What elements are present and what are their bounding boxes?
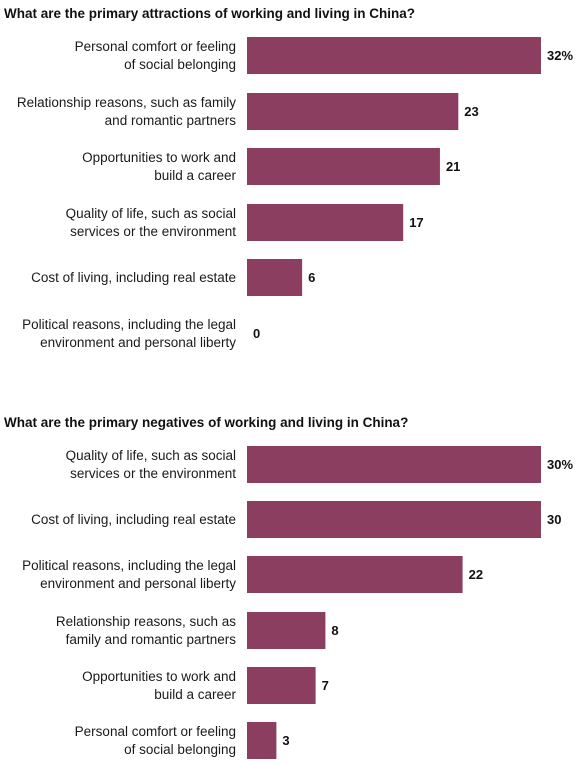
bar: [247, 446, 541, 483]
bar: [247, 612, 326, 649]
category-label: services or the environment: [70, 224, 236, 239]
data-label: 32%: [547, 48, 573, 63]
category-label: of social belonging: [124, 57, 236, 72]
category-label: Relationship reasons, such as: [56, 614, 236, 629]
category-label: environment and personal liberty: [40, 335, 236, 350]
bar: [247, 556, 463, 593]
category-label: build a career: [154, 168, 236, 183]
chart-title: What are the primary attractions of work…: [4, 6, 415, 21]
category-label: environment and personal liberty: [40, 576, 236, 591]
category-label: of social belonging: [124, 742, 236, 757]
bar: [247, 148, 440, 185]
category-label: family and romantic partners: [66, 632, 237, 647]
chart-1: What are the primary attractions of work…: [4, 6, 573, 350]
data-label: 3: [282, 733, 289, 748]
data-label: 6: [308, 270, 315, 285]
data-label: 22: [469, 567, 483, 582]
category-label: and romantic partners: [105, 113, 237, 128]
bar: [247, 722, 277, 759]
data-label: 0: [253, 326, 260, 341]
category-label: Opportunities to work and: [82, 150, 236, 165]
category-label: Political reasons, including the legal: [22, 317, 236, 332]
data-label: 7: [322, 678, 329, 693]
category-label: Relationship reasons, such as family: [17, 95, 236, 110]
bar: [247, 501, 541, 538]
data-label: 8: [331, 623, 338, 638]
bar: [247, 259, 303, 296]
bar: [247, 667, 316, 704]
bar: [247, 37, 541, 74]
category-label: Personal comfort or feeling: [75, 724, 236, 739]
category-label: build a career: [154, 687, 236, 702]
data-label: 30: [547, 512, 561, 527]
category-label: Political reasons, including the legal: [22, 558, 236, 573]
data-label: 17: [409, 215, 423, 230]
category-label: Cost of living, including real estate: [31, 270, 236, 285]
category-label: Personal comfort or feeling: [75, 39, 236, 54]
chart-2: What are the primary negatives of workin…: [4, 415, 573, 759]
category-label: Quality of life, such as social: [66, 448, 236, 463]
data-label: 30%: [547, 457, 573, 472]
category-label: services or the environment: [70, 466, 236, 481]
data-label: 23: [464, 104, 478, 119]
bar: [247, 204, 404, 241]
data-label: 21: [446, 159, 460, 174]
bar: [247, 93, 459, 130]
category-label: Opportunities to work and: [82, 669, 236, 684]
chart-title: What are the primary negatives of workin…: [4, 415, 408, 430]
category-label: Quality of life, such as social: [66, 206, 236, 221]
category-label: Cost of living, including real estate: [31, 512, 236, 527]
